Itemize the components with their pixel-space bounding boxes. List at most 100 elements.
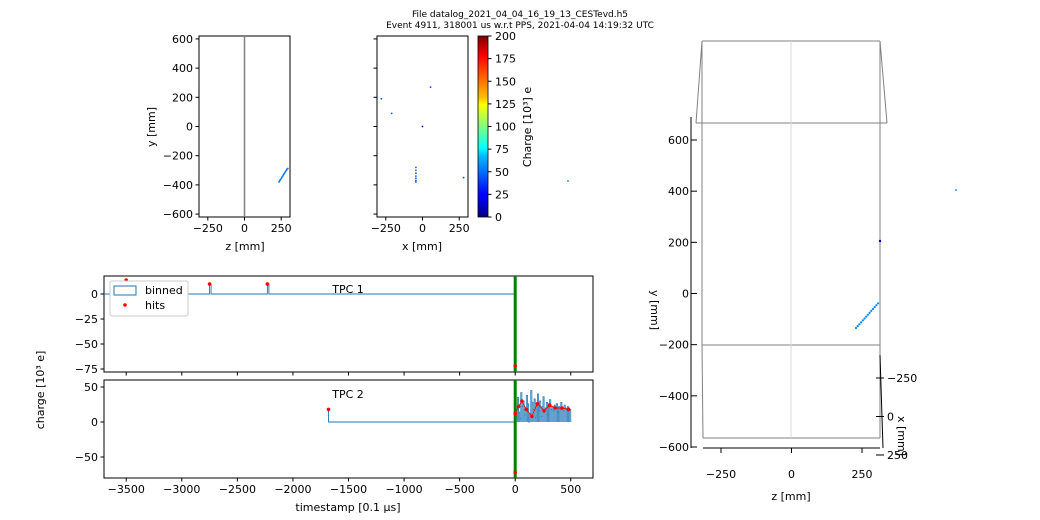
tpc1-hit-marker <box>265 282 270 286</box>
zy-xtick-label: 250 <box>271 222 292 235</box>
tpc2-ytick-label: −50 <box>75 451 98 464</box>
xy-hit-point <box>414 181 417 183</box>
xy-hit-point <box>390 112 393 115</box>
tpc2-hit-marker <box>524 407 529 412</box>
tpc2-hit-marker <box>542 409 546 413</box>
tpc2-hit-marker <box>326 407 331 412</box>
3d-hit-point <box>567 180 569 182</box>
3d-event-view: −600 −400 −200 0 200 400 600 −250 0 250 −250 0 250 z… <box>567 40 957 503</box>
3d-ytick-label: −600 <box>659 441 689 454</box>
tpc1-ytick-label: −75 <box>75 363 98 376</box>
3d-box-frame <box>695 40 888 439</box>
zy-ytick-label: −400 <box>163 179 193 192</box>
tpc2-xtick-label: −500 <box>445 483 475 496</box>
xy-projection-plot: −250 0 250 x [mm] <box>371 35 470 253</box>
colorbar-tick-label: 125 <box>495 98 516 111</box>
zy-ytick-label: 600 <box>172 33 193 46</box>
3d-ytick-label: 200 <box>668 236 689 249</box>
3d-hit-point <box>877 302 880 305</box>
legend-hits-marker <box>123 303 127 307</box>
xy-hit-point <box>414 172 417 175</box>
tpc2-hit-marker <box>516 404 521 409</box>
3d-hit-point <box>856 325 859 328</box>
tpc1-title: TPC 1 <box>331 283 364 296</box>
tpc2-xtick-label: −2000 <box>274 483 311 496</box>
tpc2-waveform-plot: 500−50−3500 −3000 −2500 −2000 −1500 −1000 −500… <box>34 351 594 514</box>
3d-ytick-label: −200 <box>659 339 689 352</box>
legend-binned-swatch <box>113 285 137 296</box>
zy-projection-plot: −250 0 250 −600 −400 −200 0 200 400 600 z [mm] y … <box>145 33 292 253</box>
colorbar-tick-label: 50 <box>495 166 509 179</box>
tpc2-hit-marker <box>513 470 518 475</box>
xy-hit-point <box>414 166 417 169</box>
3d-xlabel: x [mm] <box>895 416 908 456</box>
tpc1-ytick-label: −25 <box>75 313 98 326</box>
3d-ylabel: y [mm] <box>648 290 661 330</box>
tpc1-legend: binned hits <box>109 280 189 317</box>
3d-x-axis <box>879 354 884 449</box>
3d-ztick-label: −250 <box>706 468 736 481</box>
3d-hit-point <box>854 326 858 330</box>
3d-hit-point <box>861 319 864 322</box>
xy-hit-point <box>414 175 417 178</box>
3d-xtick-label: 250 <box>887 449 908 462</box>
xy-hit-point <box>414 179 417 182</box>
3d-hit-point <box>865 315 868 318</box>
tpc2-hit-marker <box>513 411 518 416</box>
3d-ztick-label: 250 <box>852 468 873 481</box>
tpc2-xtick-label: 500 <box>560 483 581 496</box>
tpc2-hit-marker <box>566 407 571 412</box>
tpc1-ytick-label: 0 <box>91 288 98 301</box>
3d-ytick-label: 400 <box>668 185 689 198</box>
tpc2-binned-burst <box>514 390 572 423</box>
xy-xlabel: x [mm] <box>402 240 442 253</box>
3d-ytick-label: −400 <box>659 390 689 403</box>
tpc2-ytick-label: 50 <box>84 381 98 394</box>
zy-ylabel: y [mm] <box>145 107 158 147</box>
xy-hit-point <box>380 97 383 100</box>
zy-xlabel: z [mm] <box>225 240 264 253</box>
3d-xtick-label: 0 <box>887 411 894 424</box>
xy-hit-point <box>462 176 465 179</box>
charge-colorbar: 0 25 50 75 100 125 150 175 200 Charge [10³] e <box>477 30 534 224</box>
colorbar-label: Charge [10³] e <box>521 87 534 167</box>
tpc2-hit-marker <box>520 399 524 403</box>
tpc1-waveform-plot: 0 −25 −50 −75 TPC 1 binned hits <box>75 275 594 376</box>
3d-ytick-label: 0 <box>682 288 689 301</box>
event-title: Event 4911, 318001 us w.r.t PPS, 2021-04… <box>386 21 654 31</box>
3d-hit-point <box>863 317 866 320</box>
3d-hit-point <box>871 307 875 311</box>
colorbar-tick-label: 100 <box>495 121 516 134</box>
tpc2-title: TPC 2 <box>331 388 364 401</box>
3d-zlabel: z [mm] <box>771 490 810 503</box>
tpc2-baseline <box>328 409 516 423</box>
xy-hit-point <box>429 86 432 88</box>
colorbar-tick-label: 0 <box>495 211 502 224</box>
3d-ztick-label: 0 <box>788 468 795 481</box>
colorbar-tick-label: 175 <box>495 53 516 66</box>
colorbar-gradient <box>477 35 489 218</box>
zy-xtick-label: −250 <box>193 222 223 235</box>
tpc2-xtick-label: −2500 <box>219 483 256 496</box>
tpc2-hit-marker <box>535 402 540 406</box>
zy-ytick-label: 0 <box>186 121 193 134</box>
legend-frame <box>109 280 189 317</box>
colorbar-tick-label: 25 <box>495 188 509 201</box>
tpc1-hit-marker <box>513 364 518 368</box>
xy-xtick-label: −250 <box>371 222 401 235</box>
3d-hit-point <box>875 304 878 307</box>
tpc2-xtick-label: −3500 <box>108 483 145 496</box>
xy-hit-point <box>414 177 417 180</box>
charge-ylabel: charge [10³ e] <box>34 351 47 430</box>
tpc2-ytick-label: 0 <box>91 416 98 429</box>
tpc2-hit-marker <box>553 406 558 410</box>
tpc2-xtick-label: −3000 <box>163 483 200 496</box>
tpc1-binned-line <box>104 283 516 295</box>
tpc1-hit-marker <box>207 282 212 286</box>
tpc1-ytick-label: −50 <box>75 338 98 351</box>
zy-hit-point <box>286 167 289 170</box>
colorbar-tick-label: 150 <box>495 75 516 88</box>
tpc2-xtick-label: −1000 <box>385 483 422 496</box>
colorbar-tick-label: 200 <box>495 30 516 43</box>
